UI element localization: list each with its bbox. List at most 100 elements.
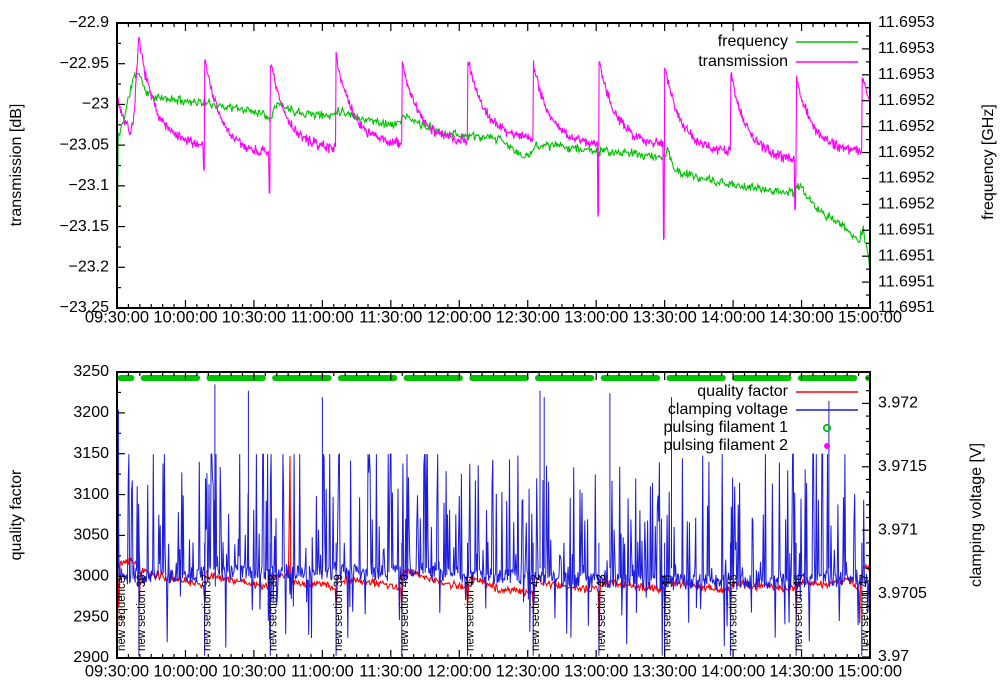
section-label: new section 38 bbox=[267, 574, 279, 651]
y-axis-label: quality factor bbox=[8, 469, 25, 560]
y2-tick-label: 11.6951 bbox=[878, 299, 935, 316]
y2-tick-label: 11.6952 bbox=[878, 92, 935, 109]
legend-label: frequency bbox=[718, 33, 788, 50]
legend-marker-sample bbox=[822, 423, 832, 433]
top-legend: frequency transmission bbox=[698, 33, 858, 70]
x-tick-label: 10:30:00 bbox=[222, 308, 286, 326]
y2-axis-label: clamping voltage [V] bbox=[968, 443, 985, 587]
y2-tick-label: 11.6952 bbox=[878, 144, 935, 161]
y-tick-label: −23 bbox=[82, 96, 109, 113]
section-label: new section 44 bbox=[662, 574, 674, 651]
x-tick-label: 13:00:00 bbox=[564, 662, 628, 680]
legend-item-transmission: transmission bbox=[698, 53, 858, 70]
legend-item-quality-factor: quality factor bbox=[697, 383, 858, 400]
section-label: new sequence bbox=[116, 577, 128, 651]
y-tick-label: 3250 bbox=[73, 363, 109, 380]
clamping-voltage-spikes bbox=[117, 384, 863, 656]
top-plot-area bbox=[117, 36, 870, 304]
section-labels: new sequence new section 36 new section 37… bbox=[116, 574, 871, 651]
x-tick-label: 11:00:00 bbox=[291, 662, 354, 680]
bottom-panel: new sequence new section 36 new section 37… bbox=[8, 363, 985, 680]
x-tick-label: 10:30:00 bbox=[222, 662, 286, 680]
y-axis-label: transmission [dB] bbox=[8, 104, 25, 227]
y2-tick-label: 11.6952 bbox=[878, 170, 935, 187]
x-tick-label: 09:30:00 bbox=[85, 662, 149, 680]
y-tick-label: −22.9 bbox=[69, 14, 110, 31]
x-tick-label: 14:00:00 bbox=[701, 308, 765, 326]
legend-item-pulsing-filament-2: pulsing filament 2 bbox=[663, 437, 830, 454]
x-tick-label: 11:00:00 bbox=[291, 308, 354, 326]
legend-label: pulsing filament 2 bbox=[663, 437, 788, 454]
y-tick-label: 3050 bbox=[73, 527, 109, 544]
y2-tick-label: 11.6951 bbox=[878, 221, 935, 238]
y-tick-label: −23.05 bbox=[60, 136, 109, 153]
legend-label: clamping voltage bbox=[668, 401, 788, 418]
y2-tick-label: 3.972 bbox=[878, 395, 918, 412]
legend-marker-sample bbox=[824, 443, 830, 449]
y-tick-label: −23.1 bbox=[69, 177, 110, 194]
section-label: new section 37 bbox=[202, 574, 214, 651]
y-tick-label: −23.2 bbox=[69, 259, 110, 276]
x-tick-label: 12:30:00 bbox=[496, 308, 560, 326]
y-tick-label: 3000 bbox=[73, 568, 109, 585]
section-label: new section 40 bbox=[399, 574, 411, 651]
x-tick-label: 14:00:00 bbox=[701, 662, 765, 680]
section-label: new section 42 bbox=[530, 574, 542, 651]
series-clamping-voltage bbox=[117, 452, 870, 656]
x-tick-label: 11:30:00 bbox=[359, 308, 422, 326]
y2-tick-label: 3.97 bbox=[878, 648, 909, 665]
series-transmission bbox=[117, 36, 870, 304]
y2-tick-label: 11.6953 bbox=[878, 14, 935, 31]
y-tick-label: 2950 bbox=[73, 608, 109, 625]
section-label: new section 45 bbox=[727, 574, 739, 651]
legend-item-clamping-voltage: clamping voltage bbox=[668, 401, 858, 418]
legend-label: transmission bbox=[698, 53, 788, 70]
y-tick-label: 3100 bbox=[73, 486, 109, 503]
y-tick-label: 3200 bbox=[73, 404, 109, 421]
legend-item-frequency: frequency bbox=[718, 33, 858, 50]
x-tick-label: 13:30:00 bbox=[633, 662, 697, 680]
section-label: new section 46 bbox=[793, 574, 805, 651]
y-tick-label: −22.95 bbox=[60, 55, 109, 72]
section-label: new section 36 bbox=[136, 574, 148, 651]
series-quality-factor bbox=[117, 456, 870, 657]
y-tick-label: 2900 bbox=[73, 649, 109, 666]
y2-tick-label: 11.6951 bbox=[878, 247, 935, 264]
x-tick-label: 14:30:00 bbox=[769, 308, 833, 326]
top-panel: −22.9 −22.95 −23 −23.05 −23.1 −23.15 −23.2 −23.… bbox=[8, 14, 997, 326]
legend-item-pulsing-filament-1: pulsing filament 1 bbox=[663, 419, 832, 436]
x-tick-label: 15:00:00 bbox=[838, 662, 902, 680]
x-tick-label: 12:00:00 bbox=[427, 308, 491, 326]
y2-tick-label: 3.9715 bbox=[878, 458, 927, 475]
y2-tick-label: 11.6953 bbox=[878, 40, 935, 57]
y2-tick-label: 3.9705 bbox=[878, 585, 927, 602]
y2-tick-label: 3.971 bbox=[878, 521, 918, 538]
x-tick-label: 10:00:00 bbox=[153, 662, 217, 680]
x-tick-label: 13:30:00 bbox=[633, 308, 697, 326]
y2-tick-label: 11.6952 bbox=[878, 118, 935, 135]
x-tick-label: 10:00:00 bbox=[153, 308, 217, 326]
y2-tick-label: 11.6953 bbox=[878, 66, 935, 83]
y-tick-label: −23.25 bbox=[60, 299, 109, 316]
x-tick-label: 13:00:00 bbox=[564, 308, 628, 326]
y2-tick-label: 11.6951 bbox=[878, 273, 935, 290]
x-tick-label: 14:30:00 bbox=[769, 662, 833, 680]
section-label: new section 39 bbox=[333, 574, 345, 651]
x-tick-label: 12:00:00 bbox=[427, 662, 491, 680]
x-tick-label: 12:30:00 bbox=[496, 662, 560, 680]
section-label: new section 43 bbox=[596, 574, 608, 651]
y2-tick-label: 11.6952 bbox=[878, 196, 935, 213]
section-label: new section 41 bbox=[465, 574, 477, 651]
legend-label: quality factor bbox=[697, 383, 788, 400]
y2-axis-label: frequency [GHz] bbox=[980, 104, 997, 220]
x-tick-label: 15:00:00 bbox=[838, 308, 902, 326]
series-frequency bbox=[117, 72, 870, 274]
x-tick-label: 09:30:00 bbox=[85, 308, 149, 326]
y-tick-label: −23.15 bbox=[60, 218, 109, 235]
y-tick-label: 3150 bbox=[73, 445, 109, 462]
legend-label: pulsing filament 1 bbox=[663, 419, 788, 436]
x-tick-label: 11:30:00 bbox=[359, 662, 422, 680]
